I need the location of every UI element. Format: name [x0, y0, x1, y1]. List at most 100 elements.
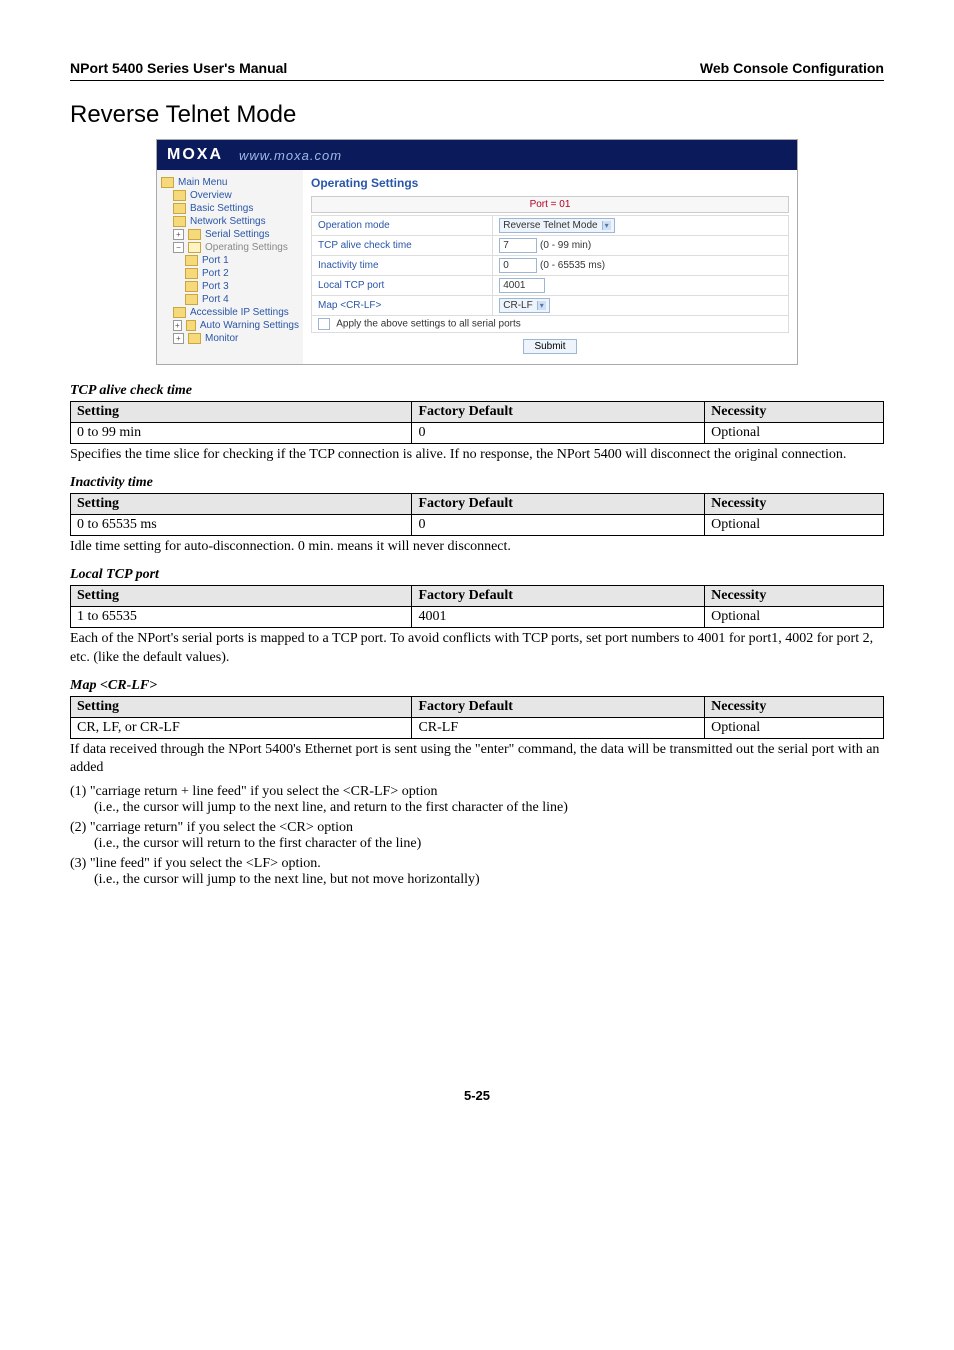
sidebar-label: Port 3 [202, 281, 229, 292]
sidebar-label: Port 4 [202, 294, 229, 305]
chevron-down-icon: ▾ [602, 221, 611, 230]
note-local-tcp: Each of the NPort's serial ports is mapp… [70, 630, 884, 668]
settings-form-table: Operation mode Reverse Telnet Mode ▾ TCP… [311, 215, 789, 333]
note-inactivity: Idle time setting for auto-disconnection… [70, 538, 884, 557]
cell: Optional [705, 717, 884, 738]
sidebar-item-port-1[interactable]: Port 1 [161, 254, 299, 267]
col-setting: Setting [71, 585, 412, 606]
section-title: Reverse Telnet Mode [70, 101, 884, 129]
folder-icon [185, 294, 198, 305]
header-right: Web Console Configuration [700, 60, 884, 76]
list-number: (1) [70, 784, 86, 799]
folder-icon [173, 216, 186, 227]
col-necessity: Necessity [705, 585, 884, 606]
subheading-tcp-alive: TCP alive check time [70, 383, 884, 399]
subheading-inactivity: Inactivity time [70, 475, 884, 491]
list-number: (2) [70, 820, 86, 835]
folder-icon [173, 203, 186, 214]
list-main: "carriage return + line feed" if you sel… [90, 784, 438, 799]
inactivity-input[interactable]: 0 [499, 258, 537, 273]
chevron-down-icon: ▾ [537, 301, 546, 310]
page-number: 5-25 [70, 1088, 884, 1103]
sidebar-item-monitor[interactable]: + Monitor [161, 332, 299, 345]
list-item: (2) "carriage return" if you select the … [70, 820, 884, 852]
sidebar-item-auto-warning[interactable]: + Auto Warning Settings [161, 319, 299, 332]
col-necessity: Necessity [705, 402, 884, 423]
console-header: MOXA www.moxa.com [157, 140, 797, 170]
sidebar-label: Network Settings [190, 216, 266, 227]
submit-button[interactable]: Submit [523, 339, 576, 354]
cell: 1 to 65535 [71, 606, 412, 627]
select-value: Reverse Telnet Mode [503, 220, 597, 231]
sidebar-main-menu[interactable]: Main Menu [161, 176, 299, 189]
tcp-alive-input[interactable]: 7 [499, 238, 537, 253]
label-operation-mode: Operation mode [312, 216, 493, 236]
col-default: Factory Default [412, 585, 705, 606]
sidebar-item-overview[interactable]: Overview [161, 189, 299, 202]
expand-icon[interactable]: + [173, 333, 184, 344]
collapse-icon[interactable]: − [173, 242, 184, 253]
sidebar-label: Port 2 [202, 268, 229, 279]
list-item: (3) "line feed" if you select the <LF> o… [70, 856, 884, 888]
sidebar-label: Overview [190, 190, 232, 201]
sidebar-item-basic-settings[interactable]: Basic Settings [161, 202, 299, 215]
sidebar-item-serial-settings[interactable]: + Serial Settings [161, 228, 299, 241]
numbered-list: (1) "carriage return + line feed" if you… [70, 784, 884, 888]
hint-text: (0 - 99 min) [540, 240, 591, 251]
col-necessity: Necessity [705, 696, 884, 717]
list-sub: (i.e., the cursor will jump to the next … [94, 800, 884, 816]
folder-icon [161, 177, 174, 188]
subheading-map-crlf: Map <CR-LF> [70, 678, 884, 694]
port-indicator: Port = 01 [311, 196, 789, 213]
cell: Optional [705, 514, 884, 535]
label-inactivity: Inactivity time [312, 256, 493, 276]
list-main: "carriage return" if you select the <CR>… [90, 820, 353, 835]
folder-icon [185, 255, 198, 266]
sidebar-item-accessible-ip[interactable]: Accessible IP Settings [161, 306, 299, 319]
col-default: Factory Default [412, 696, 705, 717]
folder-icon [186, 320, 196, 331]
sidebar-item-operating-settings[interactable]: − Operating Settings [161, 241, 299, 254]
cell: 0 to 65535 ms [71, 514, 412, 535]
list-sub: (i.e., the cursor will return to the fir… [94, 836, 884, 852]
label-local-tcp-port: Local TCP port [312, 276, 493, 296]
operation-mode-select[interactable]: Reverse Telnet Mode ▾ [499, 218, 614, 233]
folder-icon [173, 307, 186, 318]
hint-text: (0 - 65535 ms) [540, 260, 605, 271]
cell: 4001 [412, 606, 705, 627]
sidebar-item-port-4[interactable]: Port 4 [161, 293, 299, 306]
sidebar-label: Serial Settings [205, 229, 269, 240]
sidebar-item-port-2[interactable]: Port 2 [161, 267, 299, 280]
table-tcp-alive: Setting Factory Default Necessity 0 to 9… [70, 401, 884, 444]
cell: 0 [412, 423, 705, 444]
sidebar-label: Basic Settings [190, 203, 253, 214]
cell: Optional [705, 606, 884, 627]
list-sub: (i.e., the cursor will jump to the next … [94, 872, 884, 888]
cell: Optional [705, 423, 884, 444]
col-necessity: Necessity [705, 493, 884, 514]
col-default: Factory Default [412, 493, 705, 514]
sidebar-label: Monitor [205, 333, 238, 344]
col-default: Factory Default [412, 402, 705, 423]
sidebar-item-network-settings[interactable]: Network Settings [161, 215, 299, 228]
list-number: (3) [70, 856, 86, 871]
sidebar-label: Operating Settings [205, 242, 288, 253]
subheading-local-tcp: Local TCP port [70, 567, 884, 583]
folder-icon [185, 268, 198, 279]
expand-icon[interactable]: + [173, 320, 182, 331]
moxa-url: www.moxa.com [239, 148, 342, 163]
list-main: "line feed" if you select the <LF> optio… [90, 856, 321, 871]
folder-open-icon [188, 242, 201, 253]
sidebar: Main Menu Overview Basic Settings Networ… [157, 170, 303, 364]
table-map-crlf: Setting Factory Default Necessity CR, LF… [70, 696, 884, 739]
sidebar-item-port-3[interactable]: Port 3 [161, 280, 299, 293]
list-item: (1) "carriage return + line feed" if you… [70, 784, 884, 816]
local-tcp-port-input[interactable]: 4001 [499, 278, 545, 293]
expand-icon[interactable]: + [173, 229, 184, 240]
sidebar-label: Main Menu [178, 177, 227, 188]
map-crlf-select[interactable]: CR-LF ▾ [499, 298, 549, 313]
cell: CR-LF [412, 717, 705, 738]
cell: 0 [412, 514, 705, 535]
apply-all-checkbox[interactable] [318, 318, 330, 330]
cell: CR, LF, or CR-LF [71, 717, 412, 738]
